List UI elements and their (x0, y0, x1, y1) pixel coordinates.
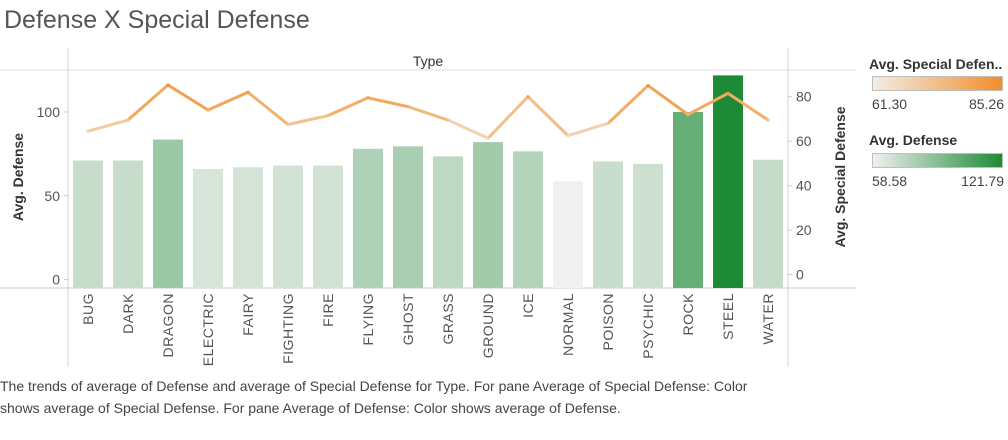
x-tick-steel: STEEL (720, 293, 736, 340)
legend-special-defense-max: 85.26 (968, 96, 1004, 112)
point-ghost (406, 105, 410, 109)
y-tick-50: 50 (44, 188, 60, 204)
x-tick-flying: FLYING (360, 293, 376, 346)
y2-tick-60: 60 (796, 133, 812, 149)
bar-rock (673, 111, 703, 288)
point-bug (86, 129, 90, 133)
bar-fighting (273, 165, 303, 288)
bar-dark (113, 160, 143, 288)
bar-poison (593, 161, 623, 288)
line-segment-dragon (166, 83, 210, 112)
line-segment-normal (566, 121, 610, 138)
line-segment-electric (206, 90, 250, 112)
x-tick-poison: POISON (600, 293, 616, 350)
y-tick-0: 0 (52, 272, 60, 288)
bar-flying (353, 148, 383, 288)
line-segment-fire (326, 96, 370, 118)
line-segment-fairy (246, 90, 290, 126)
bar-psychic (633, 163, 663, 288)
y2-tick-80: 80 (796, 89, 812, 105)
y2-tick-40: 40 (796, 178, 812, 194)
line-segment-dark (126, 83, 170, 122)
bar-water (753, 159, 783, 288)
point-poison (606, 121, 610, 125)
chart-caption: The trends of average of Defense and ave… (0, 378, 748, 416)
legend-defense-max: 121.79 (961, 173, 1004, 189)
bar-normal (553, 181, 583, 288)
x-tick-electric: ELECTRIC (200, 293, 216, 366)
line-segment-bug (86, 118, 130, 133)
point-dragon (166, 83, 170, 87)
x-tick-rock: ROCK (680, 293, 696, 336)
x-tick-dark: DARK (120, 293, 136, 334)
line-segment-psychic (646, 84, 690, 116)
point-ground (486, 136, 490, 140)
bar-fire (313, 165, 343, 288)
x-tick-dragon: DRAGON (160, 293, 176, 357)
bar-grass (433, 156, 463, 288)
point-fairy (246, 90, 250, 94)
x-tick-fighting: FIGHTING (280, 293, 296, 364)
line-segment-grass (446, 118, 490, 140)
x-tick-ground: GROUND (480, 293, 496, 358)
bar-fairy (233, 167, 263, 288)
line-segment-ground (486, 95, 530, 140)
y2-tick-0: 0 (796, 267, 804, 283)
bar-steel (713, 75, 743, 288)
bar-ghost (393, 146, 423, 288)
line-segment-rock (686, 91, 730, 116)
legend-defense-title: Avg. Defense (869, 132, 958, 148)
x-tick-psychic: PSYCHIC (640, 293, 656, 359)
y2-tick-20: 20 (796, 222, 812, 238)
x-tick-ice: ICE (520, 293, 536, 318)
y-axis-ticks: 0 50 100 (37, 104, 68, 288)
legend-special-defense-min: 61.30 (872, 96, 908, 112)
x-tick-normal: NORMAL (560, 293, 576, 356)
point-fighting (286, 123, 290, 126)
special-defense-line (86, 83, 770, 140)
line-segment-fighting (286, 114, 330, 126)
bar-ice (513, 151, 543, 288)
legend-defense-min: 58.58 (872, 173, 908, 189)
x-tick-fire: FIRE (320, 293, 336, 327)
point-grass (446, 118, 450, 122)
x-axis-ticks: BUG DARK DRAGON ELECTRIC FAIRY FIGHTING FIRE FL… (80, 293, 776, 366)
point-psychic (646, 84, 650, 88)
x-tick-bug: BUG (80, 293, 96, 325)
point-electric (206, 108, 210, 112)
legend-special-defense-title: Avg. Special Defen.. (869, 56, 1003, 72)
line-segment-steel (726, 91, 770, 122)
point-steel (726, 91, 730, 95)
bar-dragon (153, 139, 183, 288)
point-normal (566, 134, 570, 138)
x-tick-fairy: FAIRY (240, 293, 256, 336)
x-tick-grass: GRASS (440, 293, 456, 345)
point-rock (686, 112, 690, 116)
x-axis-title: Type (413, 53, 444, 69)
point-ice (526, 95, 530, 99)
line-segment-poison (606, 84, 650, 125)
bar-bug (73, 160, 103, 288)
bar-ground (473, 142, 503, 288)
legend-defense-gradient (872, 153, 1003, 168)
legend-special-defense-gradient (872, 76, 1003, 91)
point-fire (326, 114, 330, 118)
line-segment-ice (526, 95, 570, 138)
y2-axis-title: Avg. Special Defense (832, 106, 848, 247)
chart-title: Defense X Special Defense (4, 6, 310, 34)
combo-chart: Type Avg. Defense Avg. Special Defense 0… (0, 48, 856, 367)
defense-bars (73, 75, 783, 288)
y-tick-100: 100 (37, 104, 61, 120)
bar-electric (193, 168, 223, 288)
x-tick-water: WATER (760, 293, 776, 345)
line-segment-ghost (406, 105, 450, 122)
x-tick-ghost: GHOST (400, 293, 416, 345)
line-segment-flying (366, 96, 410, 109)
point-dark (126, 118, 130, 122)
point-water (766, 118, 770, 122)
y2-axis-ticks: 0 20 40 60 80 (788, 89, 812, 283)
point-flying (366, 96, 370, 100)
y-axis-title: Avg. Defense (10, 133, 26, 221)
